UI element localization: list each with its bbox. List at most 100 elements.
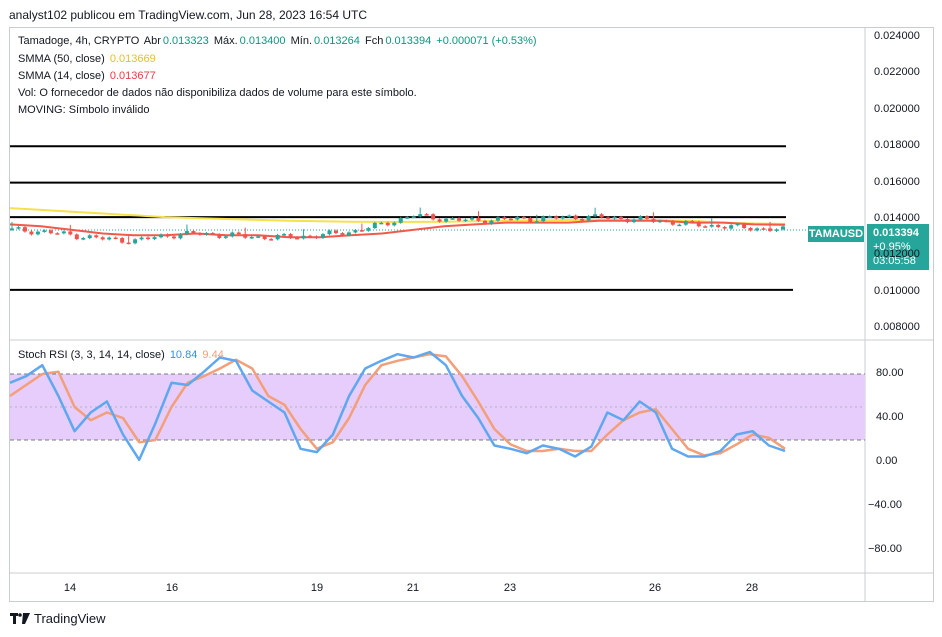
- candle-body: [68, 231, 73, 235]
- candle-body: [670, 221, 675, 225]
- price-tick-label: 0.014000: [874, 211, 920, 224]
- symbol-name: Tamadoge, 4h, CRYPTO: [18, 35, 140, 47]
- candle-body: [398, 217, 403, 223]
- stoch-panel: [9, 350, 865, 462]
- candle-body: [722, 227, 727, 229]
- publisher-caption: analyst102 publicou em TradingView.com, …: [9, 8, 367, 22]
- candle-body: [197, 233, 202, 235]
- last-price-box: 0.013394 +0.95% 03:05:58: [867, 224, 929, 270]
- candle-body: [755, 228, 760, 231]
- candle-body: [528, 218, 533, 223]
- candle-body: [748, 227, 753, 231]
- candle-body: [74, 234, 79, 240]
- price-tick-label: 0.016000: [874, 175, 920, 188]
- candle-body: [217, 234, 222, 238]
- candle-body: [580, 219, 585, 221]
- candle-body: [742, 223, 747, 228]
- price-tick-label: 0.022000: [874, 66, 920, 79]
- candle-body: [625, 219, 630, 223]
- candle-body: [554, 216, 559, 219]
- smma14-legend: SMMA (14, close) 0.013677: [18, 70, 158, 82]
- candle-body: [113, 237, 118, 240]
- candle-body: [29, 231, 34, 235]
- candle-body: [249, 237, 254, 239]
- time-tick-label: 26: [648, 582, 662, 594]
- candle-body: [431, 214, 436, 220]
- stoch-tick-label: −80.00: [868, 543, 902, 555]
- last-price: 0.013394: [873, 227, 919, 239]
- tradingview-logo-icon: [10, 612, 30, 625]
- candle-body: [495, 217, 500, 221]
- last-change: +0.95%: [873, 241, 911, 253]
- candle-body: [346, 232, 351, 236]
- candle-body: [405, 217, 410, 219]
- candle-body: [165, 234, 170, 237]
- candle-body: [560, 216, 565, 219]
- candle-body: [619, 216, 624, 220]
- candle-body: [314, 236, 319, 238]
- candle-body: [107, 237, 112, 240]
- stoch-d-value: 9.44: [202, 349, 224, 361]
- candle-body: [489, 220, 494, 224]
- candle-body: [411, 216, 416, 219]
- candle-body: [42, 230, 47, 232]
- open-label: Abr: [143, 35, 161, 47]
- candle-body: [94, 235, 99, 238]
- smma50-legend: SMMA (50, close) 0.013669: [18, 53, 158, 65]
- price-tick-label: 0.024000: [874, 30, 920, 43]
- candle-body: [638, 216, 643, 220]
- price-tick-label: 0.012000: [874, 248, 920, 261]
- symbol-price-tag: TAMAUSD: [808, 226, 864, 242]
- smma14-value: 0.013677: [109, 70, 156, 82]
- time-tick-label: 23: [503, 582, 517, 594]
- high-value: 0.013400: [239, 35, 286, 47]
- candle-body: [606, 217, 611, 219]
- price-tick-label: 0.018000: [874, 139, 920, 152]
- candle-body: [133, 239, 138, 244]
- candle-body: [146, 237, 151, 240]
- candle-body: [262, 236, 267, 240]
- candle-body: [599, 214, 604, 218]
- stoch-label: Stoch RSI (3, 3, 14, 14, close): [18, 349, 165, 361]
- change-value: +0.000071 (+0.53%): [436, 35, 537, 47]
- candle-body: [366, 228, 371, 231]
- candle-body: [470, 217, 475, 220]
- smma14-line: [9, 219, 786, 239]
- candle-body: [437, 219, 442, 222]
- candle-body: [703, 226, 708, 228]
- candle-body: [87, 235, 92, 239]
- candle-body: [664, 220, 669, 223]
- candle-body: [567, 215, 572, 218]
- candle-body: [534, 221, 539, 223]
- time-tick-label: 28: [745, 582, 759, 594]
- price-tick-label: 0.008000: [874, 321, 920, 334]
- candle-body: [100, 237, 105, 240]
- candle-body: [735, 223, 740, 226]
- candle-body: [457, 218, 462, 221]
- candle-body: [677, 224, 682, 227]
- candle-body: [81, 238, 86, 240]
- candle-body: [22, 227, 27, 232]
- smma50-value: 0.013669: [109, 53, 156, 65]
- candle-body: [139, 237, 144, 240]
- stoch-k-line: [9, 350, 786, 462]
- volume-note: Vol: O fornecedor de dados não disponibi…: [18, 87, 417, 99]
- candle-body: [55, 233, 60, 235]
- candle-body: [191, 231, 196, 234]
- bar-countdown: 03:05:58: [873, 255, 916, 267]
- candle-body: [521, 216, 526, 219]
- footer-brand[interactable]: TradingView: [10, 611, 106, 626]
- candle-body: [593, 214, 598, 217]
- candle-body: [159, 234, 164, 238]
- stoch-tick-label: 40.00: [876, 411, 904, 423]
- candle-body: [541, 216, 546, 222]
- candle-body: [716, 224, 721, 228]
- candle-body: [709, 224, 714, 227]
- time-tick-label: 19: [310, 582, 324, 594]
- candle-body: [482, 220, 487, 224]
- candle-body: [573, 215, 578, 220]
- candle-body: [502, 217, 507, 219]
- time-tick-label: 14: [63, 582, 77, 594]
- candle-body: [781, 226, 785, 230]
